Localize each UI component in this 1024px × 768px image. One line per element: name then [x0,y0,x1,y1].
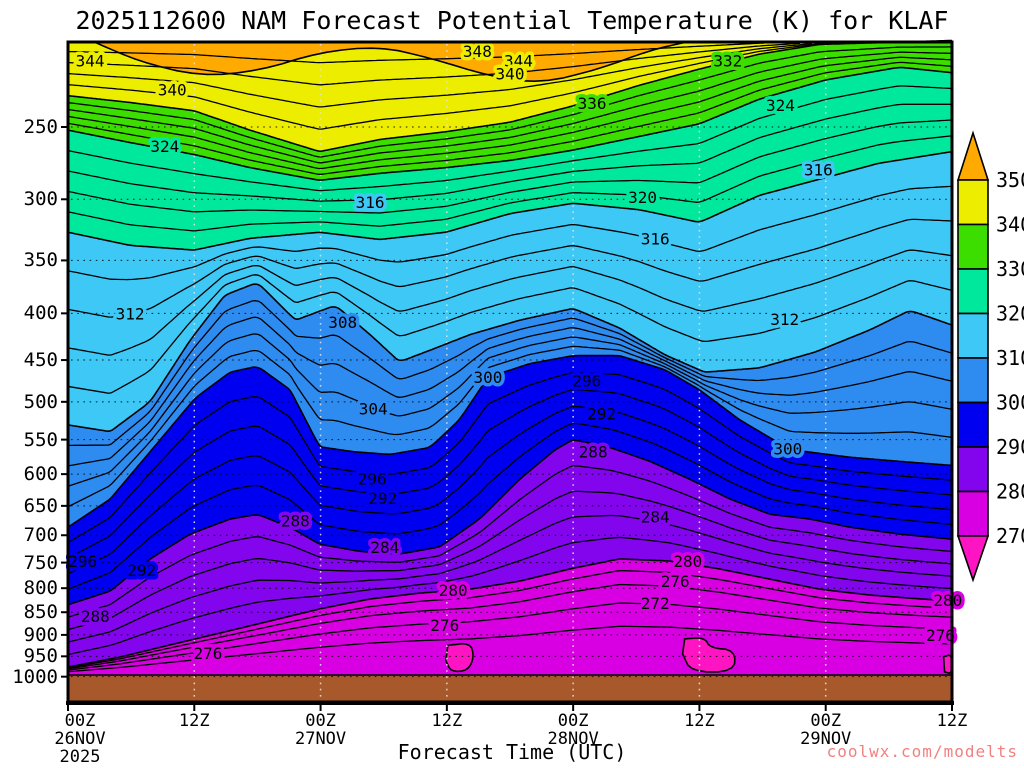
contour-label: 336 [578,94,607,113]
contour-label: 272 [641,594,670,613]
time-tick-label: 12Z [431,711,463,731]
pressure-tick-label: 850 [23,601,58,624]
watermark: coolwx.com/modelts [826,742,1018,761]
colorbar-tick-label: 340 [996,213,1024,237]
contour-label: 292 [127,561,156,580]
contour-label: 316 [356,193,385,212]
contour-label: 288 [81,607,110,626]
contour-label: 324 [150,137,179,156]
pressure-tick-label: 950 [23,645,58,668]
time-tick-label: 12Z [936,711,968,731]
contour-label: 280 [439,581,468,600]
contour-label: 284 [370,538,399,557]
gridlines [71,44,949,700]
plot-frame [61,40,954,711]
contour-label: 296 [68,552,97,571]
contour-label: 340 [496,65,525,84]
contour-label: 332 [713,52,742,71]
time-tick-label: 12Z [684,711,715,731]
contour-label: 304 [359,400,388,419]
pressure-tick-label: 1000 [12,665,58,688]
chart-title: 2025112600 NAM Forecast Potential Temper… [75,6,949,35]
contour-label: 312 [116,304,145,323]
colorbar-tick-label: 320 [996,302,1024,326]
contour-label: 324 [766,96,795,115]
pressure-tick-label: 700 [23,524,58,547]
pressure-tick-label: 550 [23,428,58,451]
contour-lines [67,39,953,676]
time-tick-label: 00Z 29NOV [800,711,852,749]
contour-label: 288 [281,511,310,530]
colorbar-tick-label: 330 [996,257,1024,281]
time-tick-label: 00Z 26NOV 2025 [54,711,106,767]
contour-label: 276 [661,572,690,591]
contour-label: 348 [463,42,492,61]
contour-label: 300 [473,368,502,387]
contour-label: 344 [76,52,105,71]
colorbar: 350 340 330 320 310 300 290 280 270 [956,130,1024,583]
colorbar-tick-label: 350 [996,168,1024,192]
pressure-tick-label: 250 [23,116,58,138]
contour-label: 312 [770,310,799,329]
pressure-tick-label: 500 [23,390,58,413]
contour-label: 340 [158,80,187,99]
contour-label: 284 [641,507,670,526]
contour-label: 292 [368,489,397,508]
contour-label: 316 [641,229,670,248]
pressure-tick-label: 750 [23,551,58,574]
pressure-tick-label: 300 [23,188,58,211]
x-axis-title: Forecast Time (UTC) [397,740,627,764]
pressure-tick-label: 800 [23,577,58,600]
contour-label: 276 [430,616,459,635]
contour-label: 276 [194,644,223,663]
time-tick-label: 12Z [178,711,210,731]
pressure-tick-label: 900 [23,623,58,646]
pressure-tick-label: 600 [23,463,58,486]
contour-label: 292 [587,404,616,423]
time-tick-label: 00Z 28NOV [547,711,599,749]
colorbar-tick-label: 290 [996,435,1024,459]
pressure-tick-label: 400 [23,302,58,325]
contour-label: 280 [673,552,702,571]
pressure-tick-label: 350 [23,249,58,272]
contour-label: 296 [358,469,387,488]
colorbar-tick-label: 280 [996,480,1024,504]
contour-label: 280 [933,591,962,610]
contour-label: 300 [773,440,802,459]
contour-label: 344 [504,52,533,71]
contour-label: 296 [572,371,601,390]
colorbar-tick-label: 310 [996,346,1024,370]
contour-label: 316 [804,161,833,180]
contour-label: 320 [628,188,657,207]
pressure-tick-label: 650 [23,494,58,517]
colorbar-tick-label: 270 [996,524,1024,548]
contour-label: 288 [579,442,608,461]
pressure-tick-label: 450 [23,349,58,372]
colorbar-tick-label: 300 [996,391,1024,415]
time-tick-label: 00Z 27NOV [294,711,347,749]
contour-label: 308 [328,313,357,332]
